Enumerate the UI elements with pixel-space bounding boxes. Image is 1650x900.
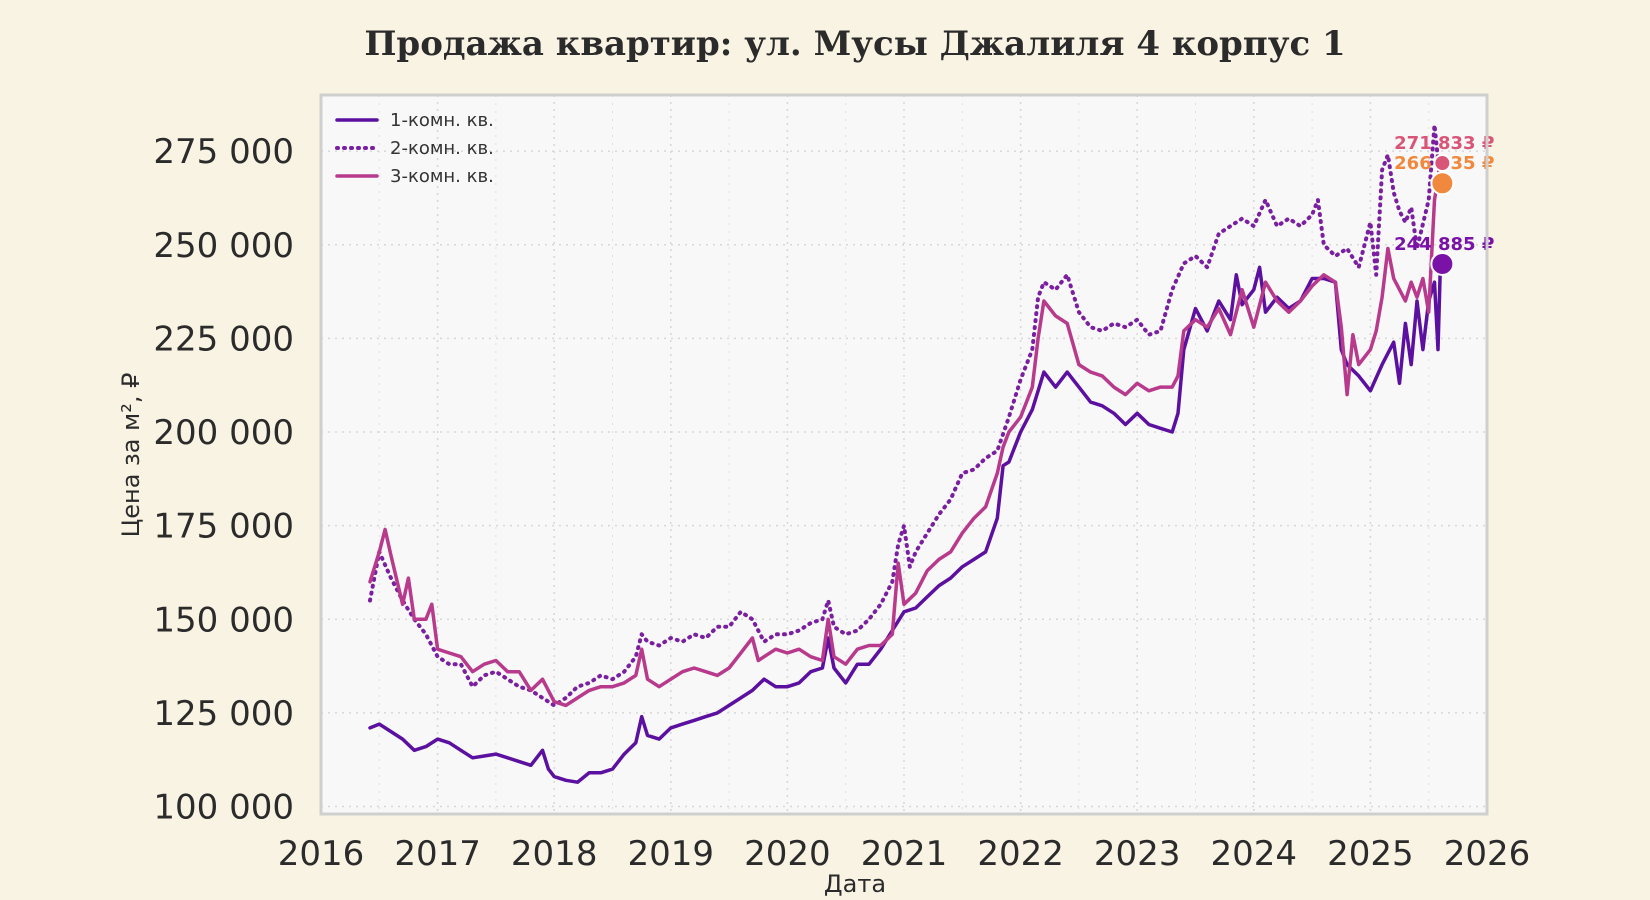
x-tick-label: 2017 [394,834,481,874]
y-tick-label: 175 000 [153,507,294,547]
legend-label-3: 3-комн. кв. [390,166,494,187]
y-axis-label: Цена за м², ₽ [117,373,145,538]
end-marker-3 [1433,154,1452,173]
x-tick-label: 2016 [278,834,365,874]
series-line-2 [368,123,1443,708]
y-tick-label: 100 000 [153,788,294,828]
y-tick-label: 150 000 [153,600,294,640]
x-tick-label: 2019 [628,834,715,874]
plot-border [319,93,1489,816]
legend-label-2: 2-комн. кв. [390,138,494,159]
end-marker-1 [1430,251,1455,276]
chart-title: Продажа квартир: ул. Мусы Джалиля 4 корп… [364,24,1345,64]
legend: 1-комн. кв. 2-комн. кв. 3-комн. кв. [335,110,494,187]
series-line-1 [368,262,1443,784]
x-axis-label: Дата [824,870,886,898]
grid [320,95,1488,814]
y-tick-label: 225 000 [153,319,294,359]
x-tick-label: 2021 [861,834,948,874]
legend-label-1: 1-комн. кв. [390,110,494,131]
x-tick-label: 2026 [1444,834,1531,874]
y-tick-label: 200 000 [153,413,294,453]
y-tick-label: 125 000 [153,694,294,734]
end-marker-2 [1430,171,1455,196]
end-markers: 244 885 ₽266 435 ₽271 833 ₽ [1394,133,1494,276]
x-axis-ticks: 2016 2017 2018 2019 2020 2021 2022 2023 2024 2025… [278,834,1531,874]
series-lines [368,123,1443,784]
x-tick-label: 2020 [744,834,831,874]
end-value-label-3: 271 833 ₽ [1394,133,1494,154]
x-tick-label: 2025 [1327,834,1414,874]
y-axis-ticks: 100 000 125 000 150 000 175 000 200 000 225 0… [153,132,294,827]
x-tick-label: 2024 [1211,834,1298,874]
series-line-3 [368,161,1443,708]
plot-area [321,95,1487,814]
y-tick-label: 250 000 [153,226,294,266]
x-tick-label: 2022 [977,834,1064,874]
end-value-label-1: 244 885 ₽ [1394,234,1494,255]
x-tick-label: 2023 [1094,834,1181,874]
x-tick-label: 2018 [511,834,598,874]
y-tick-label: 275 000 [153,132,294,172]
